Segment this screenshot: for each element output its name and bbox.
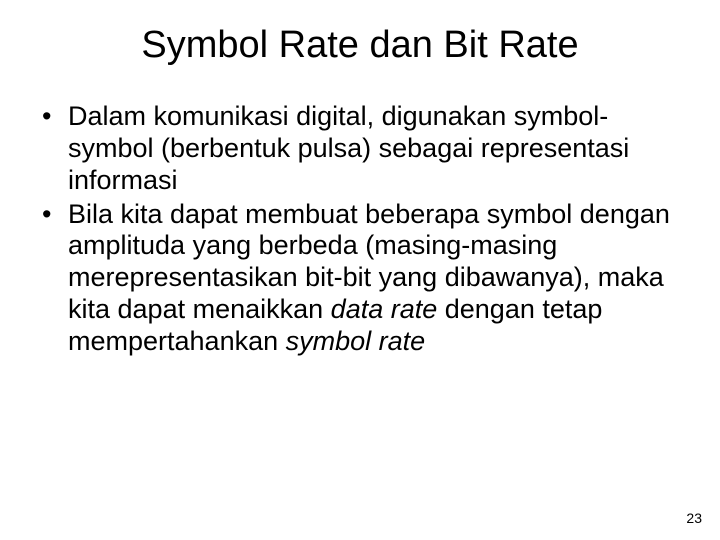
text-run: data rate [331,294,438,324]
bullet-list: Dalam komunikasi digital, digunakan symb… [40,101,680,358]
text-run: Dalam komunikasi digital, digunakan symb… [68,101,629,195]
page-number: 23 [686,510,702,526]
slide-title: Symbol Rate dan Bit Rate [0,0,720,67]
slide-body: Dalam komunikasi digital, digunakan symb… [0,67,720,358]
slide: Symbol Rate dan Bit Rate Dalam komunikas… [0,0,720,540]
list-item: Dalam komunikasi digital, digunakan symb… [40,101,680,197]
list-item: Bila kita dapat membuat beberapa symbol … [40,199,680,358]
text-run: symbol rate [286,326,426,356]
